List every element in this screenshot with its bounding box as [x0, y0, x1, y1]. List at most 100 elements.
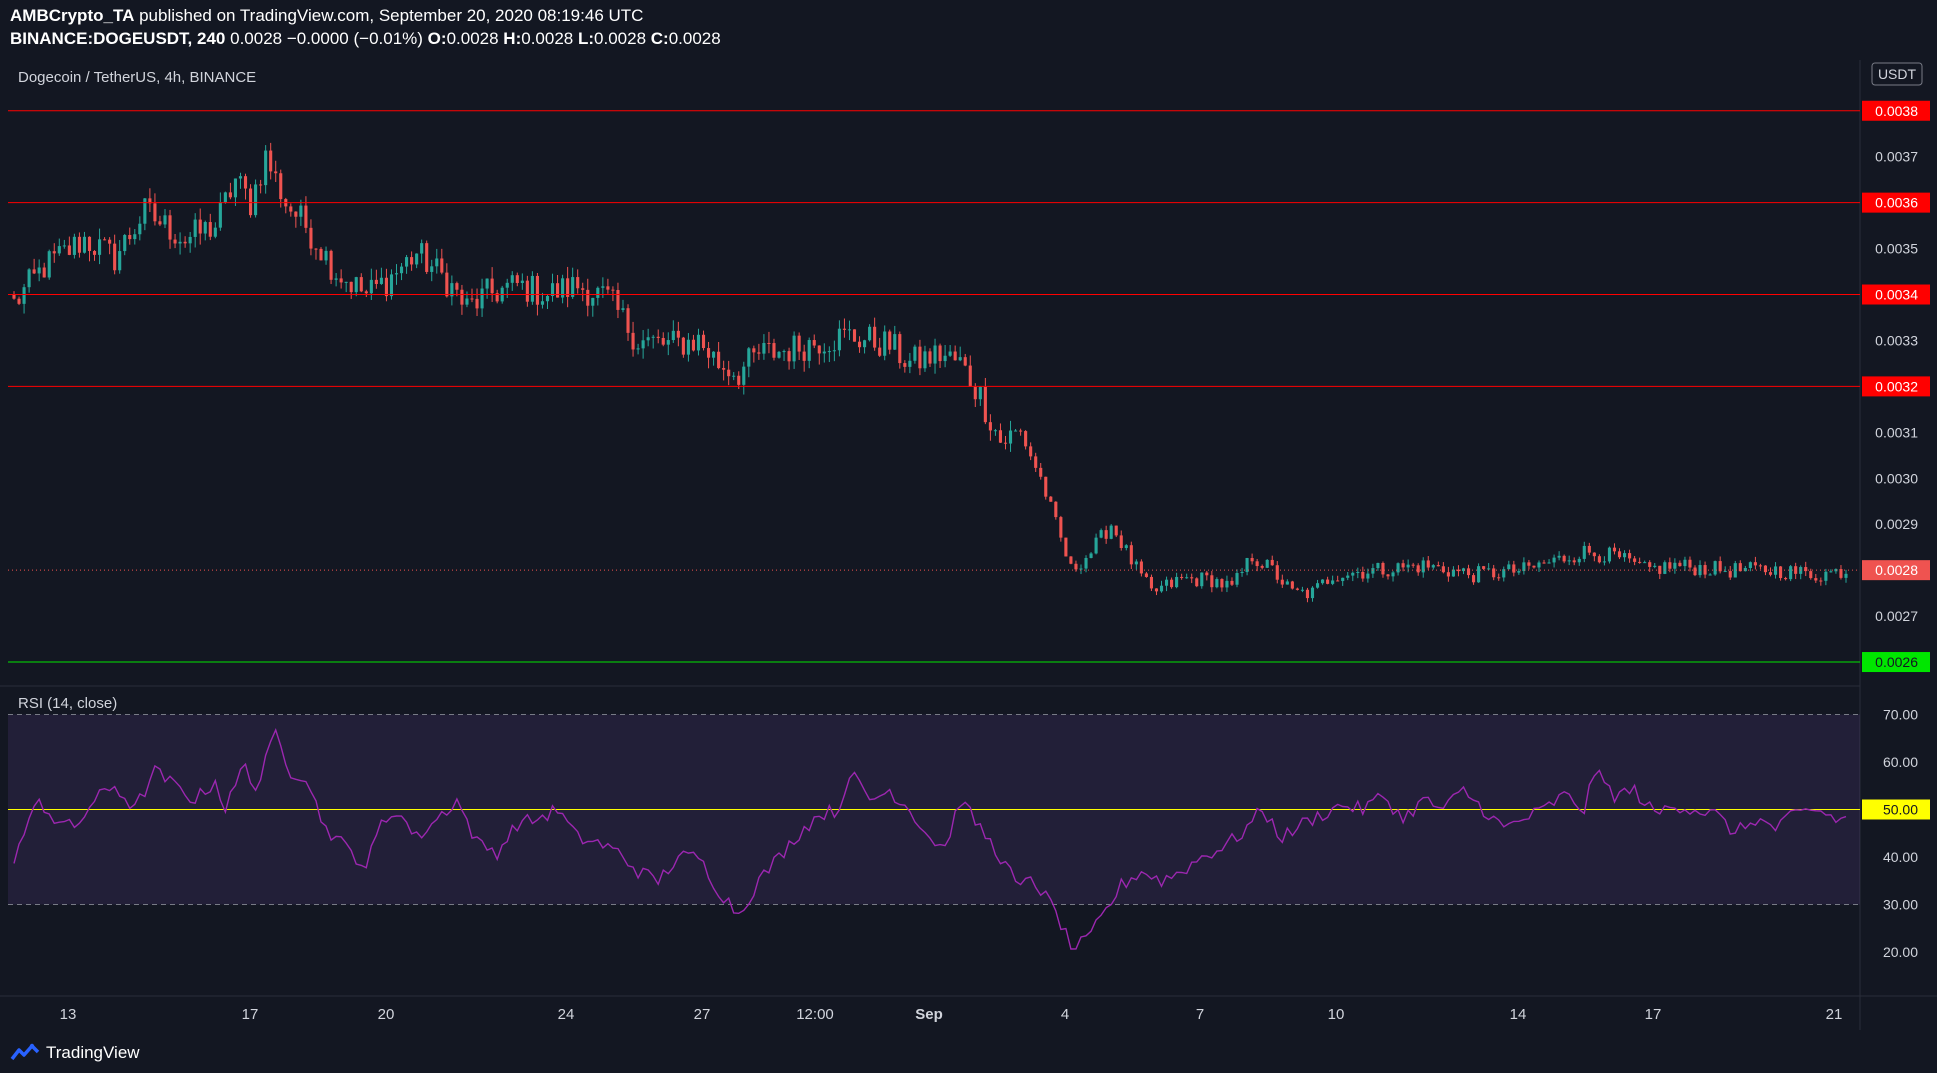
candle-body[interactable] [384, 277, 388, 297]
candle-body[interactable] [973, 386, 977, 400]
candle-body[interactable] [1844, 573, 1848, 578]
candle-body[interactable] [108, 239, 112, 244]
candle-body[interactable] [1129, 545, 1133, 565]
candle-body[interactable] [933, 345, 937, 364]
candle-body[interactable] [82, 236, 87, 253]
candle-body[interactable] [772, 343, 776, 358]
candle-body[interactable] [556, 283, 560, 298]
candle-body[interactable] [1225, 580, 1229, 588]
candle-body[interactable] [1502, 569, 1506, 578]
candle-body[interactable] [1804, 567, 1808, 572]
candle-body[interactable] [1597, 556, 1601, 563]
candle-body[interactable] [747, 348, 751, 367]
candle-body[interactable] [1039, 467, 1043, 477]
candle-body[interactable] [1109, 525, 1113, 539]
candle-body[interactable] [525, 280, 529, 302]
candle-body[interactable] [661, 337, 665, 345]
candle-body[interactable] [1230, 580, 1234, 585]
candle-body[interactable] [1572, 560, 1576, 563]
candle-body[interactable] [842, 328, 846, 330]
candle-body[interactable] [274, 171, 278, 174]
candle-body[interactable] [797, 335, 801, 352]
candle-body[interactable] [47, 251, 51, 278]
candle-body[interactable] [279, 173, 283, 200]
candle-body[interactable] [1175, 576, 1179, 588]
candle-body[interactable] [1517, 571, 1521, 573]
candle-body[interactable] [1351, 572, 1355, 576]
candle-body[interactable] [1532, 565, 1536, 568]
candle-body[interactable] [958, 357, 962, 361]
candle-body[interactable] [943, 355, 947, 362]
candle-body[interactable] [1809, 571, 1813, 579]
candle-body[interactable] [1466, 568, 1471, 576]
candle-body[interactable] [1562, 555, 1566, 562]
candle-body[interactable] [581, 288, 585, 290]
candle-body[interactable] [651, 336, 655, 338]
candle-body[interactable] [868, 326, 872, 341]
candle-body[interactable] [1582, 545, 1586, 559]
candle-body[interactable] [269, 150, 273, 172]
candle-body[interactable] [737, 375, 741, 385]
candle-body[interactable] [1658, 565, 1662, 574]
candle-body[interactable] [571, 277, 575, 297]
candle-body[interactable] [1089, 553, 1093, 558]
candle-body[interactable] [1628, 553, 1632, 559]
candle-body[interactable] [1341, 577, 1345, 582]
candle-body[interactable] [1315, 583, 1320, 588]
candle-body[interactable] [143, 198, 147, 224]
candle-body[interactable] [903, 363, 907, 367]
candle-body[interactable] [1426, 560, 1430, 568]
candle-body[interactable] [606, 286, 610, 290]
candle-body[interactable] [1170, 579, 1174, 588]
candle-body[interactable] [1763, 565, 1768, 573]
candle-body[interactable] [1185, 577, 1189, 579]
candle-body[interactable] [782, 351, 786, 353]
candle-body[interactable] [1014, 430, 1018, 432]
candle-body[interactable] [913, 346, 917, 361]
candle-body[interactable] [1527, 562, 1531, 566]
candle-body[interactable] [485, 278, 489, 289]
candle-body[interactable] [228, 192, 232, 198]
candle-body[interactable] [1633, 558, 1637, 562]
candle-body[interactable] [1482, 566, 1486, 569]
candle-body[interactable] [1200, 572, 1204, 587]
candle-body[interactable] [1834, 569, 1838, 572]
candle-body[interactable] [440, 258, 444, 273]
candle-body[interactable] [978, 386, 982, 400]
candle-body[interactable] [1829, 571, 1833, 573]
candle-body[interactable] [344, 281, 348, 283]
candle-body[interactable] [1522, 562, 1526, 572]
candle-body[interactable] [1703, 565, 1707, 575]
candle-body[interactable] [460, 289, 464, 305]
candle-body[interactable] [1386, 574, 1390, 577]
candle-body[interactable] [254, 184, 258, 216]
candle-body[interactable] [666, 340, 670, 345]
candle-body[interactable] [27, 269, 31, 288]
candle-body[interactable] [817, 345, 821, 354]
candle-body[interactable] [1180, 576, 1184, 578]
candle-body[interactable] [757, 352, 761, 354]
candle-body[interactable] [329, 250, 333, 280]
candle-body[interactable] [1748, 562, 1752, 569]
candle-body[interactable] [1134, 561, 1138, 565]
candle-body[interactable] [289, 206, 293, 212]
candle-body[interactable] [1074, 563, 1078, 570]
candle-body[interactable] [762, 342, 766, 354]
candle-body[interactable] [1456, 569, 1461, 572]
candle-body[interactable] [1059, 517, 1063, 538]
candle-body[interactable] [1421, 560, 1425, 573]
candle-body[interactable] [621, 308, 625, 310]
candle-body[interactable] [510, 275, 514, 283]
candle-body[interactable] [1567, 560, 1571, 562]
candle-body[interactable] [988, 422, 992, 431]
candle-body[interactable] [998, 430, 1003, 443]
candle-body[interactable] [626, 308, 630, 333]
candle-body[interactable] [1396, 563, 1400, 573]
candle-body[interactable] [67, 245, 71, 255]
candle-body[interactable] [349, 281, 353, 293]
candle-body[interactable] [480, 288, 484, 309]
candle-body[interactable] [852, 329, 857, 342]
candle-body[interactable] [722, 368, 726, 370]
candle-body[interactable] [153, 203, 157, 222]
candle-body[interactable] [304, 205, 308, 228]
